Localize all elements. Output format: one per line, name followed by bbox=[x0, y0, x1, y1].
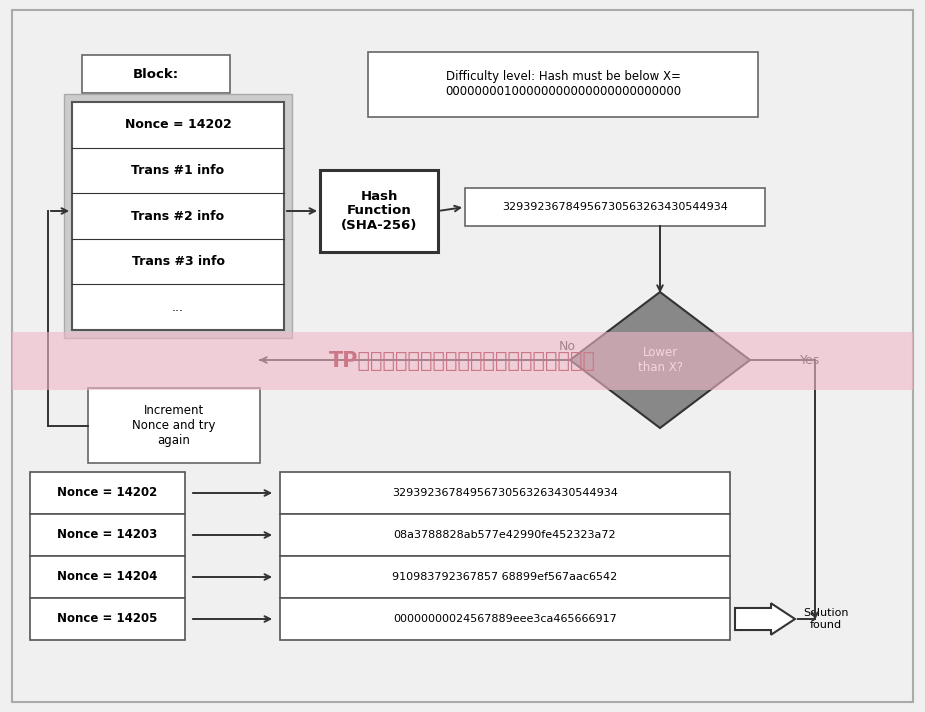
FancyBboxPatch shape bbox=[72, 102, 284, 330]
FancyBboxPatch shape bbox=[30, 598, 185, 640]
Text: No: No bbox=[559, 340, 575, 352]
FancyBboxPatch shape bbox=[368, 52, 758, 117]
Text: Nonce = 14205: Nonce = 14205 bbox=[57, 612, 157, 626]
FancyBboxPatch shape bbox=[30, 472, 185, 514]
FancyBboxPatch shape bbox=[280, 472, 730, 514]
FancyBboxPatch shape bbox=[280, 598, 730, 640]
FancyBboxPatch shape bbox=[280, 556, 730, 598]
Text: Trans #1 info: Trans #1 info bbox=[131, 164, 225, 177]
FancyBboxPatch shape bbox=[320, 170, 438, 252]
Text: Trans #2 info: Trans #2 info bbox=[131, 209, 225, 222]
Text: 32939236784956730563263430544934: 32939236784956730563263430544934 bbox=[392, 488, 618, 498]
FancyBboxPatch shape bbox=[465, 188, 765, 226]
Text: Hash
Function
(SHA-256): Hash Function (SHA-256) bbox=[340, 189, 417, 233]
Polygon shape bbox=[735, 603, 795, 635]
FancyBboxPatch shape bbox=[82, 55, 230, 93]
Text: Yes: Yes bbox=[800, 353, 820, 367]
Text: Nonce = 14204: Nonce = 14204 bbox=[57, 570, 157, 584]
Text: Lower
than X?: Lower than X? bbox=[637, 346, 683, 374]
Text: 00000000024567889eee3ca465666917: 00000000024567889eee3ca465666917 bbox=[393, 614, 617, 624]
Text: TP錢包挖矿深度解析，原理、优势与未来展望: TP錢包挖矿深度解析，原理、优势与未来展望 bbox=[328, 351, 596, 371]
Text: 910983792367857 68899ef567aac6542: 910983792367857 68899ef567aac6542 bbox=[392, 572, 618, 582]
Text: Difficulty level: Hash must be below X=
00000000100000000000000000000000: Difficulty level: Hash must be below X= … bbox=[445, 70, 681, 98]
Text: Nonce = 14202: Nonce = 14202 bbox=[125, 118, 231, 131]
FancyBboxPatch shape bbox=[12, 332, 913, 390]
FancyBboxPatch shape bbox=[30, 514, 185, 556]
Text: Nonce = 14203: Nonce = 14203 bbox=[57, 528, 157, 542]
Text: Nonce = 14202: Nonce = 14202 bbox=[57, 486, 157, 500]
Text: Trans #3 info: Trans #3 info bbox=[131, 255, 225, 268]
Text: Increment
Nonce and try
again: Increment Nonce and try again bbox=[132, 404, 216, 447]
FancyBboxPatch shape bbox=[88, 388, 260, 463]
FancyBboxPatch shape bbox=[64, 94, 292, 338]
Text: 32939236784956730563263430544934: 32939236784956730563263430544934 bbox=[502, 202, 728, 212]
Text: Block:: Block: bbox=[133, 68, 179, 80]
Polygon shape bbox=[570, 292, 750, 428]
FancyBboxPatch shape bbox=[12, 10, 913, 702]
FancyBboxPatch shape bbox=[280, 514, 730, 556]
Text: 08a3788828ab577e42990fe452323a72: 08a3788828ab577e42990fe452323a72 bbox=[394, 530, 616, 540]
Text: ...: ... bbox=[172, 300, 184, 314]
Text: Solution
found: Solution found bbox=[803, 608, 848, 630]
FancyBboxPatch shape bbox=[30, 556, 185, 598]
